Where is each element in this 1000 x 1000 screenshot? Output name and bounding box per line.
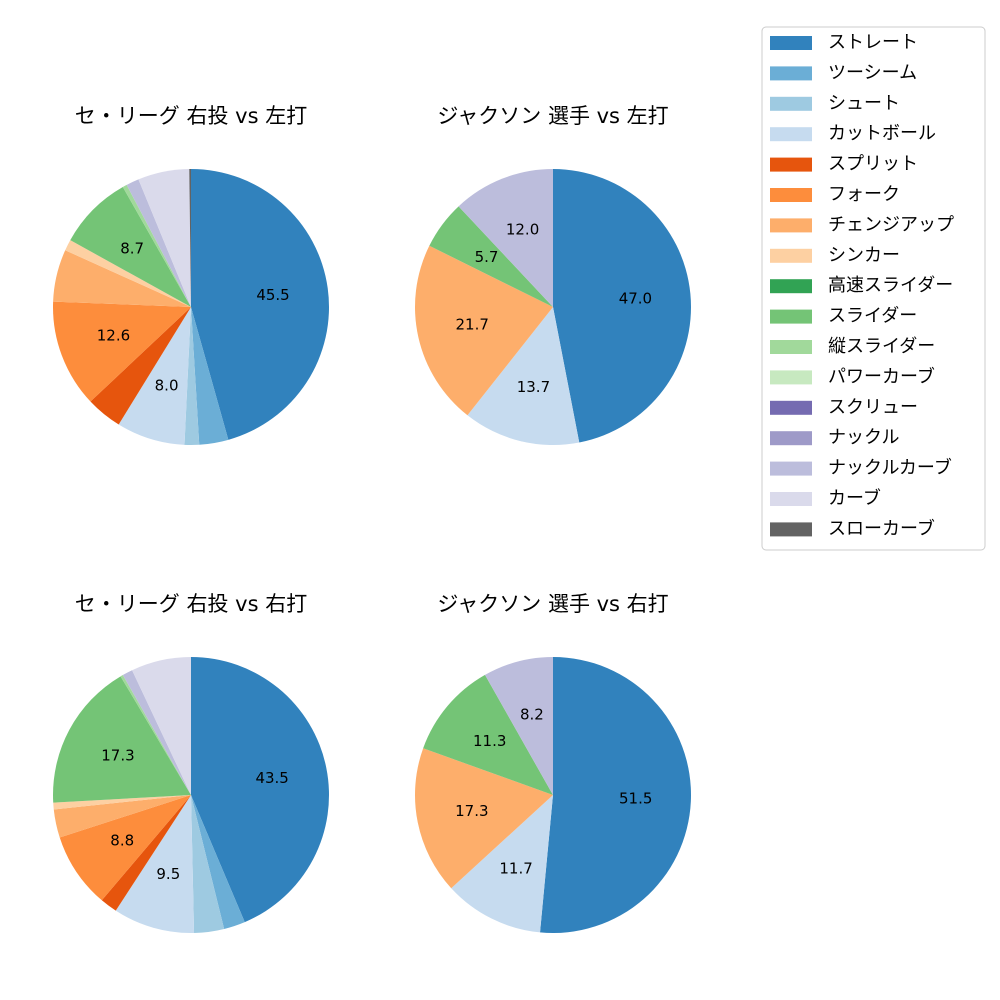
data-label: 21.7 — [456, 316, 489, 334]
legend-swatch — [770, 218, 812, 233]
legend-label: 縦スライダー — [828, 336, 935, 357]
data-label: 12.6 — [97, 326, 130, 344]
legend-swatch — [770, 461, 812, 476]
legend-swatch — [770, 96, 812, 111]
pie-slice — [191, 795, 245, 929]
pie-slice — [553, 169, 692, 443]
legend-swatch — [770, 431, 812, 446]
chart-title: セ・リーグ 右投 vs 右打 — [75, 592, 307, 616]
pie-slice — [414, 748, 553, 889]
pie-slice — [53, 795, 192, 838]
pie-slice — [191, 795, 225, 933]
pie-slice — [189, 169, 191, 307]
data-label: 8.8 — [110, 832, 134, 850]
data-label: 8.2 — [520, 705, 544, 723]
pie-slice — [467, 307, 580, 445]
legend-box — [761, 26, 986, 551]
pie-slice — [53, 795, 191, 810]
pie-slice — [53, 250, 192, 307]
legend-swatch — [770, 522, 812, 537]
legend-label: スライダー — [828, 306, 917, 327]
pie-slice — [126, 179, 191, 307]
pie-slice — [138, 169, 191, 307]
data-label: 11.7 — [499, 860, 532, 878]
legend-label: カーブ — [828, 487, 881, 509]
data-label: 45.5 — [256, 286, 289, 304]
legend-label: ナックル — [828, 427, 899, 448]
pie-slice — [122, 184, 191, 307]
data-label: 12.0 — [506, 221, 539, 239]
legend-label: パワーカーブ — [828, 365, 935, 387]
data-label: 11.3 — [473, 732, 506, 750]
legend-label: スローカーブ — [828, 517, 935, 539]
pie-slice — [90, 307, 191, 425]
legend-label: 高速スライダー — [828, 275, 953, 296]
pie-slice — [53, 676, 191, 803]
pie-slice — [118, 307, 191, 445]
legend-swatch — [770, 248, 812, 263]
legend-label: チェンジアップ — [828, 214, 954, 235]
legend-swatch — [770, 400, 812, 415]
pie-slice — [70, 187, 191, 307]
pie-slice — [451, 795, 553, 933]
legend-swatch — [770, 370, 812, 385]
pie-slice — [191, 657, 329, 923]
pie-slice — [184, 307, 200, 445]
legend-label: ナックルカーブ — [828, 457, 952, 479]
pie-slice — [191, 169, 330, 440]
pie-slice — [423, 674, 553, 795]
pie-slice — [458, 169, 553, 307]
pie-slice — [120, 675, 191, 795]
pie-slice — [415, 245, 553, 416]
legend-swatch — [770, 309, 812, 324]
legend-swatch — [770, 279, 812, 294]
legend-label: ツーシーム — [828, 62, 917, 83]
legend-label: カットボール — [828, 123, 936, 144]
chart-title: ジャクソン 選手 vs 右打 — [437, 592, 668, 616]
legend-swatch — [770, 340, 812, 354]
data-label: 17.3 — [101, 747, 134, 765]
data-label: 43.5 — [255, 769, 288, 787]
legend-label: ストレート — [828, 32, 918, 53]
pie-slice — [115, 795, 195, 934]
pie-slice — [122, 670, 191, 795]
pie-slice — [101, 795, 191, 911]
pie-slice — [65, 240, 191, 307]
data-label: 5.7 — [475, 248, 499, 266]
chart-title: セ・リーグ 右投 vs 左打 — [75, 104, 307, 128]
data-label: 17.3 — [455, 802, 488, 820]
pie-slice — [132, 657, 191, 795]
chart-title: ジャクソン 選手 vs 左打 — [437, 104, 668, 128]
legend-swatch — [770, 36, 812, 50]
legend-swatch — [770, 492, 812, 506]
pie-slice — [485, 657, 553, 795]
pie-slice — [59, 795, 191, 901]
legend-label: スプリット — [828, 154, 918, 175]
legend-label: シンカー — [828, 245, 900, 266]
data-label: 9.5 — [156, 865, 180, 883]
legend-swatch — [770, 66, 812, 81]
data-label: 47.0 — [619, 290, 652, 308]
data-label: 51.5 — [619, 789, 652, 807]
legend-label: スクリュー — [828, 397, 918, 418]
pie-slice — [53, 301, 191, 402]
data-label: 13.7 — [517, 378, 550, 396]
legend-swatch — [770, 157, 812, 172]
legend-swatch — [770, 127, 812, 142]
pie-slice — [429, 206, 553, 307]
pie-slice — [540, 657, 691, 933]
data-label: 8.0 — [155, 377, 179, 395]
legend-label: フォーク — [828, 184, 900, 205]
legend-label: シュート — [828, 93, 900, 114]
pie-slice — [191, 307, 229, 445]
legend-swatch — [770, 188, 812, 202]
data-label: 8.7 — [120, 239, 144, 257]
